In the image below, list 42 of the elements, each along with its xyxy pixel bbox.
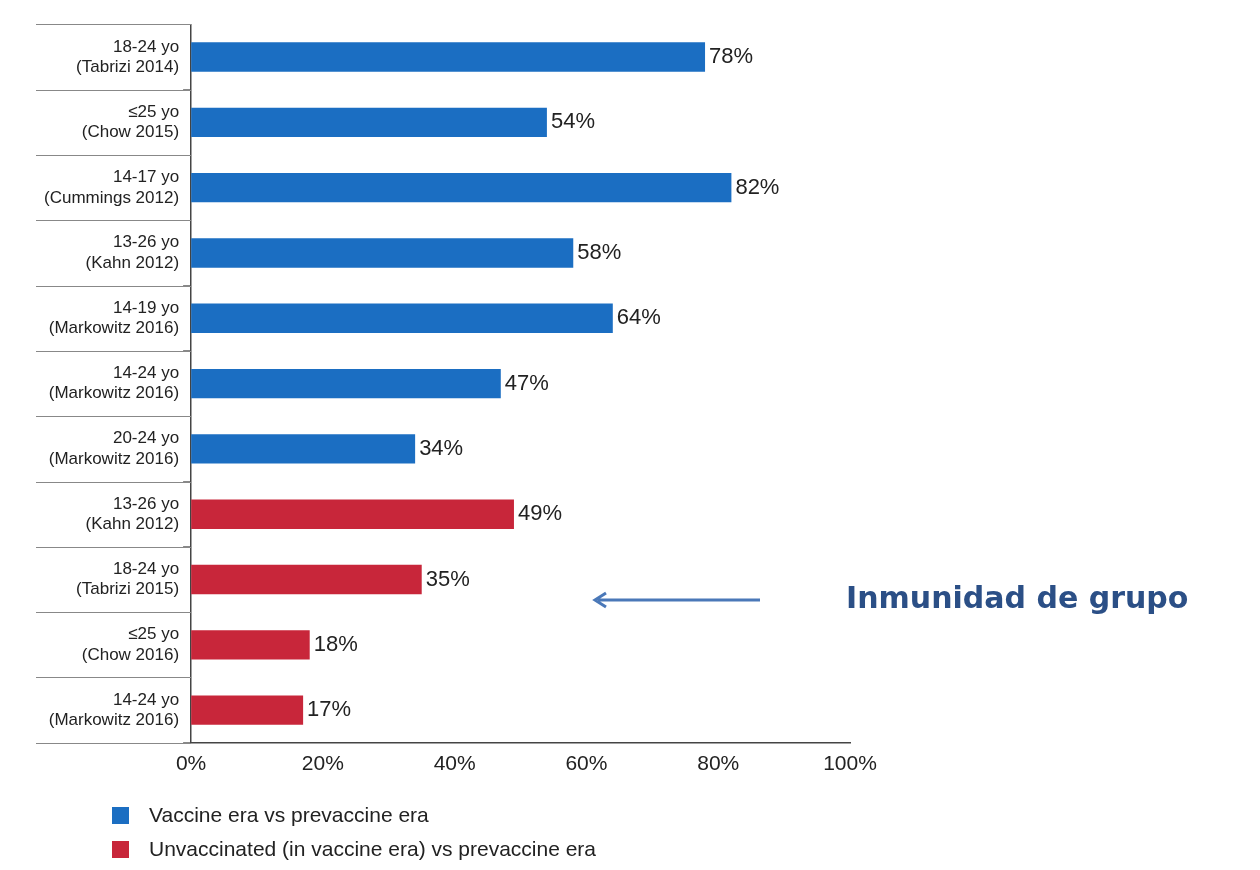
legend-label: Unvaccinated (in vaccine era) vs prevaccine era bbox=[149, 836, 597, 862]
data-label: 35% bbox=[425, 565, 470, 591]
y-tick-label: 14-17 yo (Cummings 2012) bbox=[43, 167, 180, 207]
y-tick-label: ≤25 yo (Chow 2015) bbox=[81, 101, 180, 142]
data-label: 54% bbox=[550, 108, 595, 134]
bar bbox=[191, 630, 310, 660]
y-tick-label: 18-24 yo (Tabrizi 2014) bbox=[76, 36, 180, 76]
data-label: 64% bbox=[616, 304, 661, 330]
x-tick-label: 0% bbox=[175, 751, 207, 775]
data-label: 17% bbox=[307, 696, 352, 722]
annotation: Inmunidad de grupo bbox=[846, 580, 1189, 615]
data-label: 18% bbox=[313, 630, 358, 656]
bar bbox=[191, 172, 732, 203]
y-tick-label: 13-26 yo (Kahn 2012) bbox=[85, 232, 180, 272]
data-label: 58% bbox=[577, 239, 622, 265]
bar bbox=[191, 499, 514, 529]
x-tick-label: 100% bbox=[823, 751, 877, 775]
data-label: 49% bbox=[517, 500, 563, 526]
bar bbox=[191, 695, 304, 725]
data-label: 47% bbox=[504, 369, 549, 395]
x-tick-label: 40% bbox=[433, 751, 476, 775]
data-label: 82% bbox=[735, 173, 780, 199]
x-tick-label: 20% bbox=[301, 751, 344, 775]
y-tick-label: 20-24 yo (Markowitz 2016) bbox=[48, 428, 180, 468]
bar bbox=[191, 564, 422, 595]
y-tick-label: 18-24 yo (Tabrizi 2015) bbox=[76, 559, 180, 599]
x-tick-label: 60% bbox=[565, 751, 608, 775]
data-label: 78% bbox=[709, 43, 754, 69]
bar bbox=[191, 107, 547, 138]
bar bbox=[191, 238, 574, 268]
y-tick-label: 14-19 yo (Markowitz 2016) bbox=[48, 297, 180, 338]
y-tick-label: ≤25 yo (Chow 2016) bbox=[81, 624, 180, 664]
data-label: 34% bbox=[419, 434, 464, 460]
x-tick-label: 80% bbox=[697, 751, 740, 775]
y-tick-label: 14-24 yo (Markowitz 2016) bbox=[48, 363, 180, 403]
y-tick-label: 14-24 yo (Markowitz 2016) bbox=[48, 689, 180, 730]
bar bbox=[191, 42, 706, 72]
y-tick-label: 13-26 yo (Kahn 2012) bbox=[85, 493, 180, 534]
bar bbox=[191, 368, 501, 399]
bar bbox=[191, 303, 613, 333]
bar bbox=[191, 434, 416, 464]
legend-label: Vaccine era vs prevaccine era bbox=[149, 802, 429, 828]
